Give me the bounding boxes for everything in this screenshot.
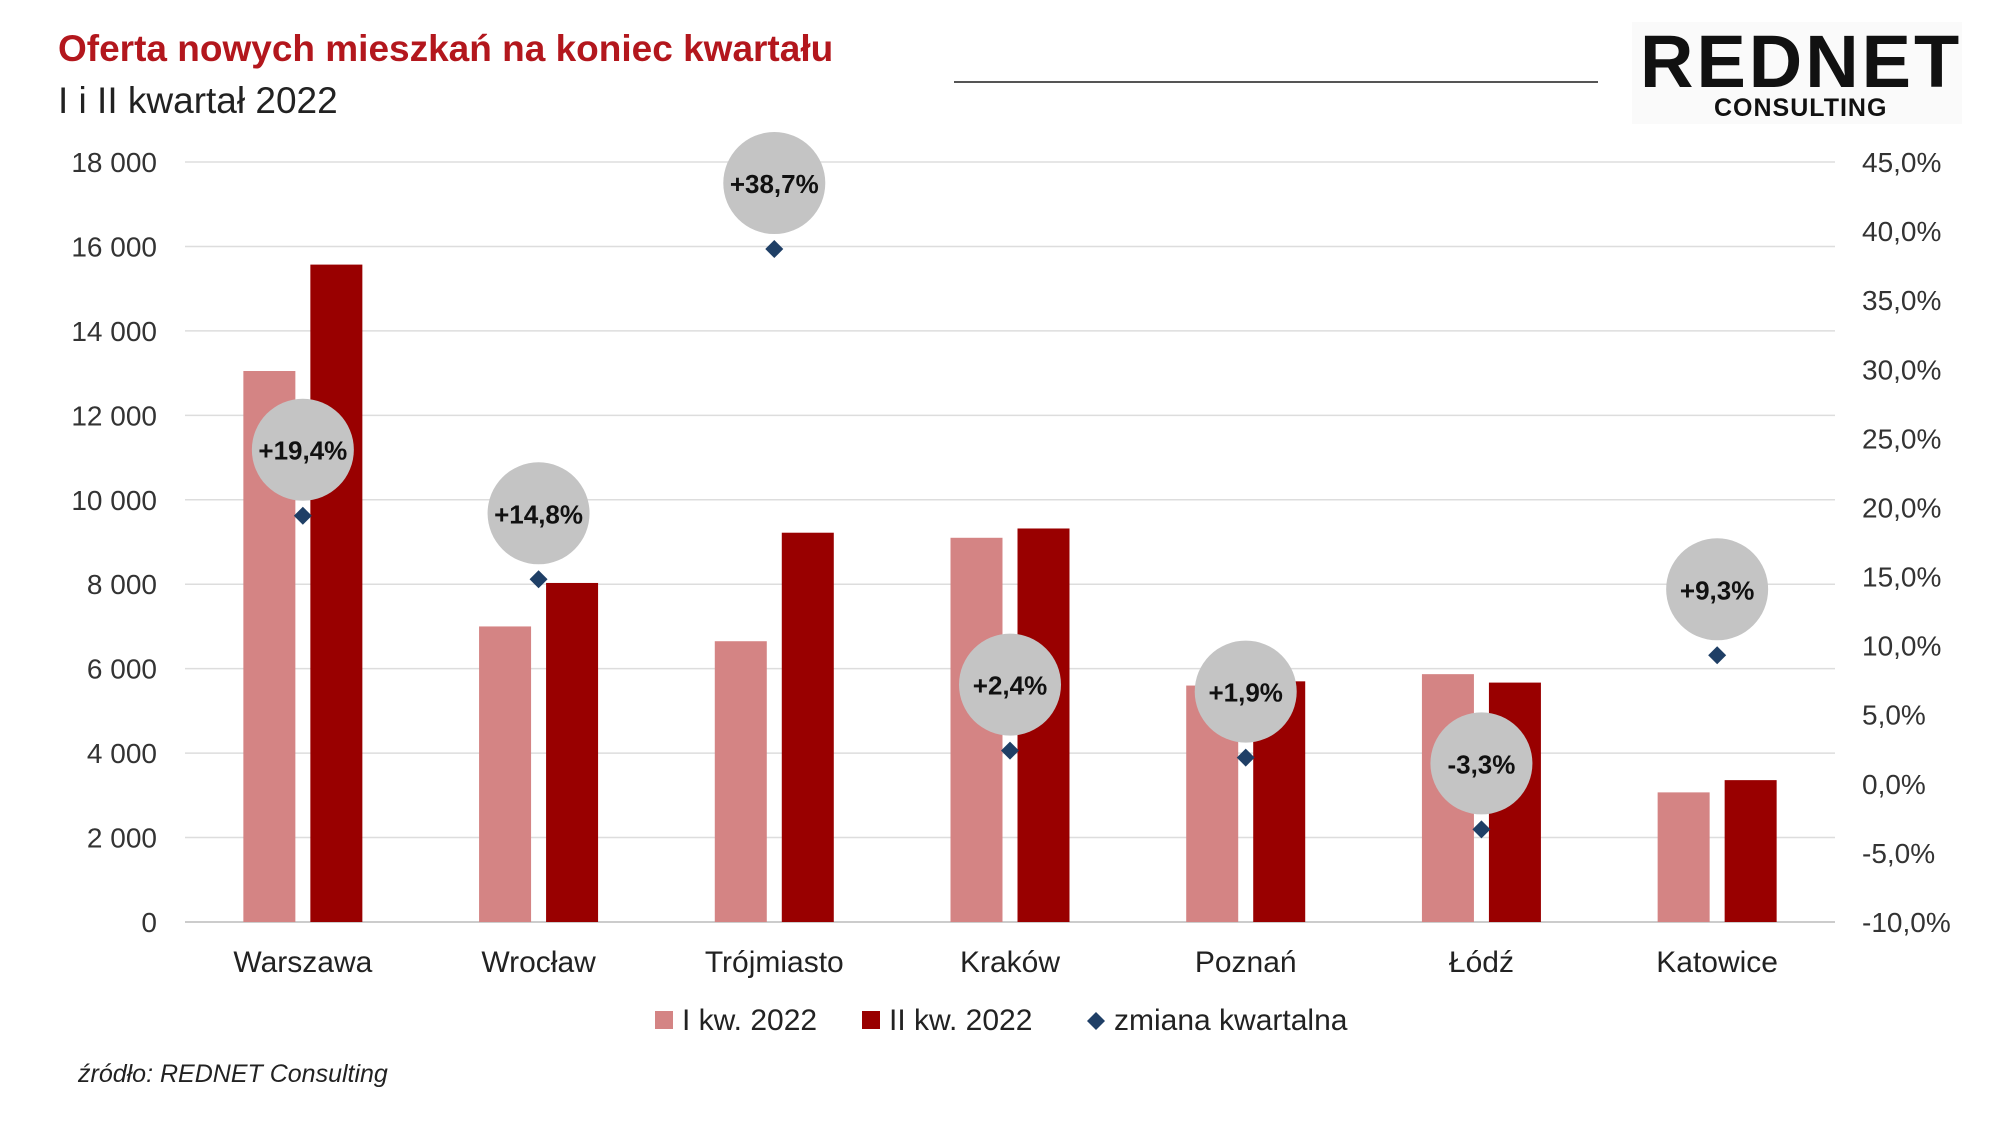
y-left-tick-label: 8 000 <box>87 569 157 600</box>
logo-wordmark: REDNET <box>1640 20 1963 103</box>
x-tick-label: Poznań <box>1195 946 1297 979</box>
y-left-tick-label: 12 000 <box>71 400 157 431</box>
change-label-bubble <box>1430 712 1533 815</box>
change-marker-2 <box>529 570 548 589</box>
change-marker-3 <box>765 240 784 259</box>
change-data-label: +14,8% <box>494 499 583 529</box>
y-left-tick-label: 14 000 <box>71 316 157 347</box>
change-data-label: +19,4% <box>258 436 347 466</box>
change-data-label: +1,9% <box>1208 678 1282 708</box>
chart-title: Oferta nowych mieszkań na koniec kwartał… <box>58 28 834 69</box>
change-label-bubble <box>251 398 354 501</box>
legend-label-change: zmiana kwartalna <box>1114 1004 1348 1037</box>
y-right-tick-label: -10,0% <box>1862 907 1951 938</box>
y-right-tick-label: -5,0% <box>1862 838 1935 869</box>
y-left-tick-label: 6 000 <box>87 654 157 685</box>
bar-q1-3 <box>714 641 767 922</box>
bar-q2-1 <box>310 264 363 923</box>
title-divider <box>954 81 1598 83</box>
legend-swatch-q1 <box>655 1011 673 1029</box>
legend-marker-change <box>1087 1012 1105 1030</box>
change-marker-4 <box>1001 741 1019 760</box>
y-left-tick-label: 18 000 <box>71 147 157 178</box>
change-label-bubble <box>1666 538 1769 641</box>
logo-subtitle: CONSULTING <box>1714 94 1888 122</box>
y-right-tick-label: 15,0% <box>1862 562 1941 593</box>
change-marker-7 <box>1708 646 1727 665</box>
legend-label-q2: II kw. 2022 <box>889 1004 1032 1037</box>
change-data-label: +9,3% <box>1680 575 1754 605</box>
change-data-label: +38,7% <box>730 169 819 199</box>
y-left-tick-label: 2 000 <box>87 823 157 854</box>
y-right-tick-label: 45,0% <box>1862 147 1941 178</box>
bar-q1-2 <box>479 626 532 922</box>
change-label-bubble <box>959 633 1061 736</box>
rednet-logo: REDNET CONSULTING <box>1632 22 1962 124</box>
change-label-bubble <box>487 462 590 565</box>
y-right-tick-label: 40,0% <box>1862 216 1941 247</box>
y-left-tick-label: 16 000 <box>71 231 157 262</box>
y-left-tick-label: 4 000 <box>87 738 157 769</box>
change-label-bubble <box>1194 640 1297 743</box>
y-right-tick-label: 20,0% <box>1862 492 1941 523</box>
x-tick-label: Kraków <box>960 946 1060 979</box>
chart-subtitle: I i II kwartał 2022 <box>58 80 338 121</box>
change-marker-6 <box>1472 820 1491 839</box>
x-tick-label: Wrocław <box>481 946 596 979</box>
change-data-label: -3,3% <box>1447 749 1515 779</box>
bar-q2-3 <box>781 532 834 922</box>
change-marker-1 <box>293 506 312 525</box>
bar-q2-7 <box>1724 780 1777 922</box>
x-tick-label: Łódź <box>1449 946 1514 979</box>
y-right-tick-label: 35,0% <box>1862 285 1941 316</box>
source-note: źródło: REDNET Consulting <box>78 1060 388 1088</box>
x-tick-label: Katowice <box>1656 946 1778 979</box>
change-data-label: +2,4% <box>973 671 1047 701</box>
legend-swatch-q2 <box>862 1011 880 1029</box>
y-right-tick-label: 10,0% <box>1862 631 1941 662</box>
y-right-tick-label: 25,0% <box>1862 423 1941 454</box>
y-right-tick-label: 0,0% <box>1862 769 1926 800</box>
y-right-tick-label: 30,0% <box>1862 354 1941 385</box>
x-tick-label: Warszawa <box>233 946 372 979</box>
bar-q2-2 <box>546 582 599 922</box>
change-label-bubble <box>723 132 826 235</box>
legend-label-q1: I kw. 2022 <box>682 1004 817 1037</box>
y-left-tick-label: 0 <box>141 907 157 938</box>
x-tick-label: Trójmiasto <box>705 946 844 979</box>
y-right-tick-label: 5,0% <box>1862 700 1926 731</box>
bar-q1-7 <box>1657 792 1710 922</box>
y-left-tick-label: 10 000 <box>71 485 157 516</box>
change-marker-5 <box>1236 748 1255 767</box>
